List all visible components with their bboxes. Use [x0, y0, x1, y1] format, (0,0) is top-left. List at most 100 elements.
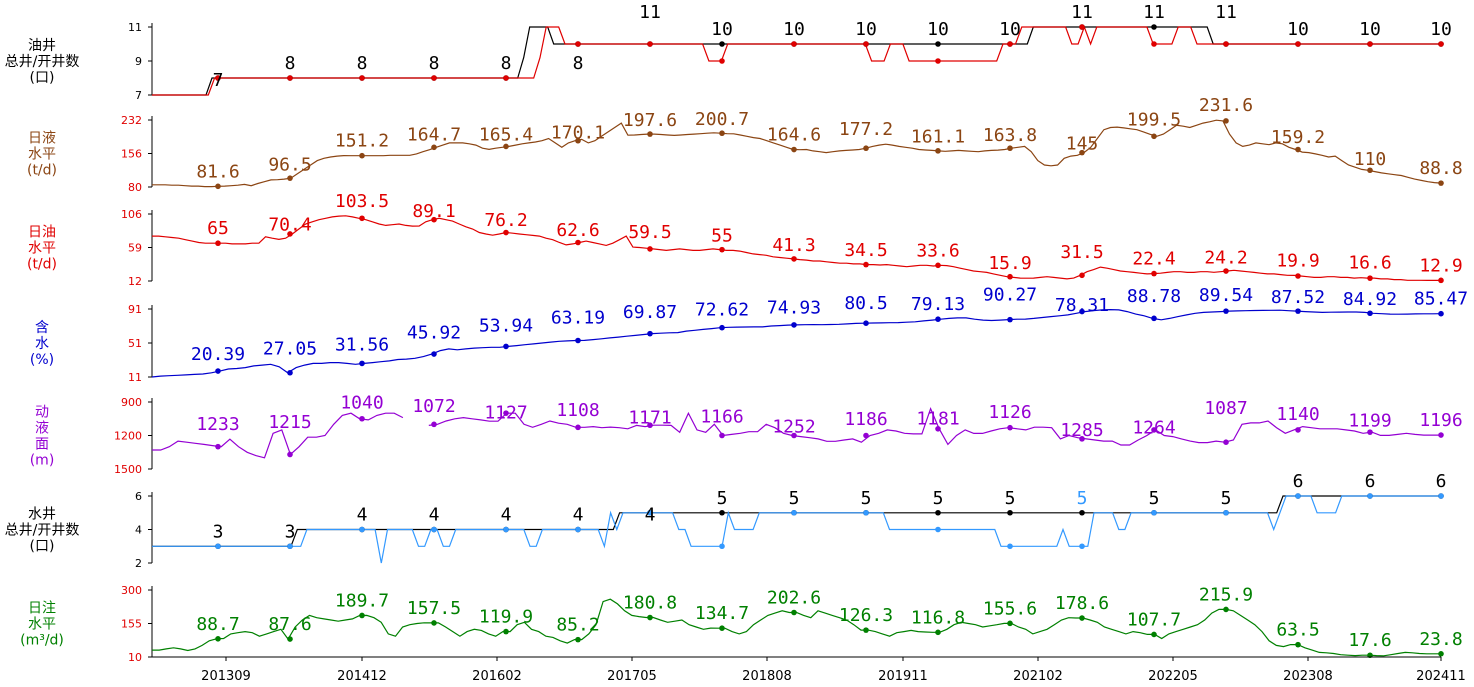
panel-label-oil: 日油 — [28, 225, 56, 241]
data-label: 6 — [1293, 471, 1304, 492]
data-label: 88.78 — [1127, 286, 1181, 307]
data-point — [287, 543, 293, 550]
data-point — [863, 509, 869, 516]
data-label: 180.8 — [623, 593, 677, 614]
panel-label-liquid: (t/d) — [27, 163, 57, 179]
data-label: 163.8 — [983, 125, 1037, 146]
data-label: 1072 — [412, 396, 455, 417]
panel-label-fluid_level: 动 — [35, 405, 49, 421]
data-point — [1438, 432, 1444, 438]
data-point — [503, 343, 509, 350]
data-label: 1233 — [196, 414, 239, 435]
data-point — [1295, 493, 1301, 499]
panel-label-water_cut: 水 — [35, 336, 49, 352]
data-point — [1295, 273, 1301, 279]
y-tick-label: 300 — [121, 584, 142, 597]
panel-label-injection: (m³/d) — [20, 633, 64, 649]
data-point — [1007, 424, 1013, 431]
data-label: 119.9 — [479, 607, 533, 628]
data-label: 63.5 — [1276, 620, 1319, 641]
data-label: 11 — [1071, 2, 1093, 23]
panel-label-oil: (t/d) — [27, 257, 57, 273]
data-label: 10 — [1430, 19, 1452, 40]
panel-label-water_cut: (%) — [30, 352, 54, 368]
x-tick-label: 202308 — [1283, 669, 1333, 684]
data-label: 59.5 — [628, 222, 671, 243]
data-point — [647, 422, 653, 429]
data-point — [1079, 308, 1085, 315]
data-point — [1007, 273, 1013, 280]
data-label: 1166 — [700, 407, 743, 428]
panel-label-oil_wells: 总井/开井数 — [5, 54, 80, 70]
y-tick-label: 9 — [135, 55, 142, 68]
data-point — [215, 240, 221, 247]
data-point — [647, 330, 653, 337]
data-label: 81.6 — [196, 161, 239, 182]
data-point — [1151, 315, 1157, 322]
y-tick-label: 7 — [135, 89, 142, 102]
panel-label-oil_wells: (口) — [30, 70, 55, 86]
panel-label-oil_wells: 油井 — [28, 38, 56, 54]
data-label: 19.9 — [1276, 250, 1319, 271]
data-label: 197.6 — [623, 110, 677, 131]
panel-label-liquid: 日液 — [28, 131, 56, 147]
data-label: 15.9 — [988, 253, 1031, 274]
data-point — [287, 369, 293, 376]
data-label: 6 — [1365, 471, 1376, 492]
data-label: 11 — [639, 2, 661, 23]
data-label: 5 — [717, 488, 728, 509]
data-point — [863, 145, 869, 152]
data-label: 8 — [357, 53, 368, 74]
data-point — [1007, 620, 1013, 627]
data-point — [575, 526, 581, 533]
data-point — [719, 246, 725, 253]
data-label: 90.27 — [983, 285, 1037, 306]
data-point — [359, 360, 365, 367]
y-tick-label: 1200 — [114, 430, 142, 443]
data-label: 5 — [1077, 488, 1088, 509]
data-point — [359, 526, 365, 533]
data-label: 11 — [1215, 2, 1237, 23]
y-tick-label: 59 — [128, 242, 142, 255]
data-label: 74.93 — [767, 298, 821, 319]
data-label: 78.31 — [1055, 295, 1109, 316]
x-tick-label: 201412 — [337, 669, 387, 684]
data-label: 8 — [285, 53, 296, 74]
data-label: 107.7 — [1127, 609, 1181, 630]
data-label: 70.4 — [268, 214, 311, 235]
data-label: 45.92 — [407, 322, 461, 343]
data-point — [1438, 277, 1444, 284]
data-label: 134.7 — [695, 603, 749, 624]
data-point — [719, 509, 725, 516]
data-label: 20.39 — [191, 344, 245, 365]
data-label: 8 — [501, 53, 512, 74]
data-point — [1367, 41, 1373, 47]
data-point — [935, 262, 941, 269]
panel-label-injection: 水平 — [28, 617, 56, 633]
data-point — [1079, 272, 1085, 279]
data-label: 3 — [213, 521, 224, 542]
data-point — [863, 261, 869, 268]
data-label: 41.3 — [772, 235, 815, 256]
data-point — [1438, 41, 1444, 47]
data-point — [647, 614, 653, 621]
data-point — [503, 410, 509, 416]
data-label: 1196 — [1419, 410, 1462, 431]
data-point — [1223, 118, 1229, 124]
data-label: 103.5 — [335, 191, 389, 212]
data-label: 5 — [1149, 488, 1160, 509]
data-point — [1151, 509, 1157, 516]
data-label: 53.94 — [479, 316, 533, 337]
data-point — [791, 146, 797, 153]
data-label: 1127 — [484, 402, 527, 423]
data-label: 5 — [789, 488, 800, 509]
data-label: 1140 — [1276, 404, 1319, 425]
y-tick-label: 11 — [128, 21, 142, 34]
data-label: 165.4 — [479, 124, 533, 145]
data-point — [1079, 436, 1085, 442]
data-point — [935, 316, 941, 323]
data-point — [1079, 543, 1085, 550]
data-point — [287, 75, 293, 81]
data-label: 10 — [1359, 19, 1381, 40]
data-label: 10 — [855, 19, 877, 40]
